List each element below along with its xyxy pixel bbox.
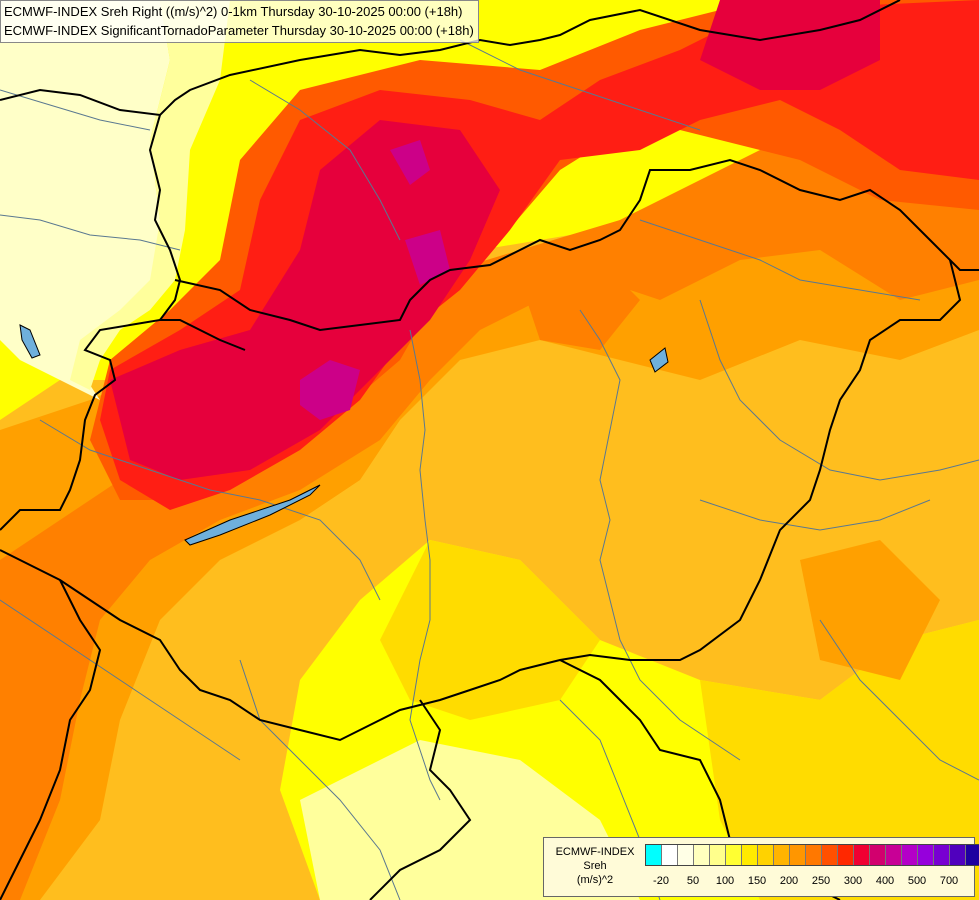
- legend-label: ECMWF-INDEX Sreh (m/s)^2: [548, 845, 642, 887]
- legend-swatch: [902, 845, 918, 865]
- river: [39, 419, 381, 601]
- sreh-region: [110, 120, 500, 480]
- legend-tick-label: 200: [779, 875, 799, 887]
- country-border: [0, 0, 901, 117]
- sreh-region: [520, 260, 640, 350]
- legend-swatch: [694, 845, 710, 865]
- legend-swatch: [678, 845, 694, 865]
- legend-tick-label: 500: [907, 875, 927, 887]
- legend-tick-label: 400: [875, 875, 895, 887]
- legend-tick-label: 300: [843, 875, 863, 887]
- legend-unit: (m/s)^2: [576, 874, 614, 886]
- country-border: [369, 699, 472, 900]
- river: [699, 299, 979, 481]
- lakes-layer: [19, 324, 669, 546]
- color-legend: ECMWF-INDEX Sreh (m/s)^2 -20 50 100 150 200 2…: [543, 837, 979, 897]
- legend-tick-label: 100: [715, 875, 735, 887]
- legend-swatch: [934, 845, 950, 865]
- country-border: [0, 259, 962, 742]
- river: [239, 659, 401, 900]
- legend-swatch: [646, 845, 662, 865]
- river: [639, 219, 921, 301]
- legend-swatch: [790, 845, 806, 865]
- legend-tick-label: 250: [811, 875, 831, 887]
- legend-swatch: [710, 845, 726, 865]
- river: [0, 89, 151, 131]
- lake: [19, 324, 41, 359]
- sreh-region: [800, 540, 940, 680]
- country-border: [0, 114, 182, 531]
- sreh-region: [390, 140, 430, 185]
- legend-swatch: [838, 845, 854, 865]
- sreh-region: [700, 620, 979, 900]
- legend-tick-label: 700: [939, 875, 959, 887]
- title-line-sreh: ECMWF-INDEX Sreh Right ((m/s)^2) 0-1km T…: [4, 4, 463, 19]
- legend-swatch: [774, 845, 790, 865]
- legend-variable-name: Sreh: [583, 860, 607, 872]
- legend-swatch: [726, 845, 742, 865]
- legend-swatch: [886, 845, 902, 865]
- river: [819, 619, 979, 781]
- legend-swatch: [950, 845, 966, 865]
- lake: [649, 347, 669, 373]
- country-border: [160, 319, 246, 351]
- river: [409, 329, 441, 801]
- legend-swatch: [966, 845, 979, 865]
- river: [699, 499, 931, 531]
- sreh-region: [700, 0, 880, 90]
- legend-swatch: [870, 845, 886, 865]
- legend-tick-label: 50: [686, 875, 700, 887]
- country-border: [0, 579, 102, 900]
- sreh-region: [405, 230, 450, 285]
- legend-swatch: [822, 845, 838, 865]
- sreh-region: [300, 360, 360, 420]
- legend-swatch: [918, 845, 934, 865]
- title-line-stp: ECMWF-INDEX SignificantTornadoParameter …: [4, 23, 474, 38]
- legend-tick-label: 150: [747, 875, 767, 887]
- legend-color-bar: [645, 844, 979, 866]
- legend-swatch: [662, 845, 678, 865]
- river: [0, 214, 181, 251]
- sreh-region: [0, 0, 170, 400]
- river: [579, 309, 741, 761]
- legend-swatch: [758, 845, 774, 865]
- river: [0, 599, 241, 761]
- rivers-layer: [0, 39, 979, 900]
- legend-swatch: [854, 845, 870, 865]
- legend-model-name: ECMWF-INDEX: [555, 846, 635, 858]
- country-border: [174, 158, 979, 332]
- river: [459, 39, 701, 131]
- lake: [184, 484, 321, 546]
- sreh-region: [380, 540, 600, 720]
- map-title: ECMWF-INDEX Sreh Right ((m/s)^2) 0-1km T…: [0, 0, 479, 43]
- river: [249, 79, 401, 241]
- legend-swatch: [742, 845, 758, 865]
- legend-tick-labels: -20 50 100 150 200 250 300 400 500 700: [645, 875, 975, 889]
- legend-swatch: [806, 845, 822, 865]
- legend-tick-label: -20: [653, 875, 669, 887]
- sreh-region: [70, 0, 230, 390]
